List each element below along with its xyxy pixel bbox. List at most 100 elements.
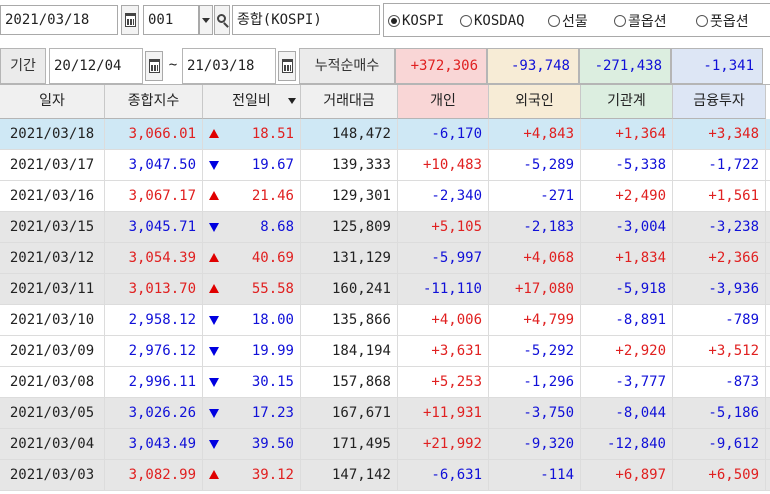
cell-financial: -3,936 xyxy=(673,274,766,305)
cell-date: 2021/03/18 xyxy=(0,119,105,150)
cell-individual: -6,631 xyxy=(398,460,489,491)
cell-change: 55.58 xyxy=(203,274,301,305)
cumulative-net-buy-label: 누적순매수 xyxy=(299,48,395,84)
col-institution[interactable]: 기관계 xyxy=(581,85,673,119)
cell-date: 2021/03/10 xyxy=(0,305,105,336)
table-row[interactable]: 2021/03/16 3,067.17 21.46 129,301 -2,340 -271… xyxy=(0,181,770,212)
cell-index: 2,996.11 xyxy=(105,367,203,398)
cell-individual: -11,110 xyxy=(398,274,489,305)
col-foreign[interactable]: 외국인 xyxy=(489,85,581,119)
table-row[interactable]: 2021/03/04 3,043.49 39.50 171,495 +21,992 -9,… xyxy=(0,429,770,460)
cell-foreign: +4,843 xyxy=(489,119,581,150)
cell-individual: -6,170 xyxy=(398,119,489,150)
table-row[interactable]: 2021/03/05 3,026.26 17.23 167,671 +11,931 -3,… xyxy=(0,398,770,429)
table-row[interactable]: 2021/03/08 2,996.11 30.15 157,868 +5,253 -1,2… xyxy=(0,367,770,398)
total-foreign: -93,748 xyxy=(487,48,579,84)
cell-change: 18.00 xyxy=(203,305,301,336)
cell-institution: -12,840 xyxy=(581,429,673,460)
cell-financial: +3,512 xyxy=(673,336,766,367)
cell-financial: +3,348 xyxy=(673,119,766,150)
cell-index: 3,067.17 xyxy=(105,181,203,212)
cell-institution: -8,891 xyxy=(581,305,673,336)
triangle-up-icon xyxy=(209,284,219,293)
market-radio-group: KOSPI KOSDAQ 선물 콜옵션 풋옵션 xyxy=(383,3,770,37)
calendar-icon[interactable] xyxy=(145,51,163,81)
cell-foreign: -9,320 xyxy=(489,429,581,460)
date-input[interactable]: 2021/03/18 xyxy=(0,5,118,35)
radio-label-kospi: KOSPI xyxy=(402,13,445,29)
cell-value: 148,472 xyxy=(301,119,398,150)
cell-value: 129,301 xyxy=(301,181,398,212)
cell-foreign: -1,296 xyxy=(489,367,581,398)
table-header: 일자 종합지수 전일비 거래대금 개인 외국인 기관계 금융투자 xyxy=(0,85,770,119)
table-row[interactable]: 2021/03/12 3,054.39 40.69 131,129 -5,997 +4,0… xyxy=(0,243,770,274)
cell-change: 30.15 xyxy=(203,367,301,398)
triangle-down-icon xyxy=(209,316,219,325)
col-change[interactable]: 전일비 xyxy=(203,85,301,119)
chevron-down-icon[interactable] xyxy=(199,5,213,35)
total-individual: +372,306 xyxy=(395,48,487,84)
cell-date: 2021/03/16 xyxy=(0,181,105,212)
cell-date: 2021/03/03 xyxy=(0,460,105,491)
cell-index: 3,013.70 xyxy=(105,274,203,305)
cell-financial: -3,238 xyxy=(673,212,766,243)
radio-label-call-option: 콜옵션 xyxy=(628,14,667,30)
cell-value: 157,868 xyxy=(301,367,398,398)
col-change-label: 전일비 xyxy=(232,93,271,109)
calendar-icon[interactable] xyxy=(278,51,296,81)
cell-index: 3,047.50 xyxy=(105,150,203,181)
cell-change: 40.69 xyxy=(203,243,301,274)
cell-institution: -8,044 xyxy=(581,398,673,429)
cell-foreign: -5,292 xyxy=(489,336,581,367)
cell-value: 171,495 xyxy=(301,429,398,460)
col-individual[interactable]: 개인 xyxy=(398,85,489,119)
col-value[interactable]: 거래대금 xyxy=(301,85,398,119)
cell-index: 2,958.12 xyxy=(105,305,203,336)
period-separator: ~ xyxy=(168,57,178,73)
cell-financial: -789 xyxy=(673,305,766,336)
table-row[interactable]: 2021/03/03 3,082.99 39.12 147,142 -6,631 -114… xyxy=(0,460,770,491)
period-from-input[interactable]: 20/12/04 xyxy=(49,48,143,84)
search-icon[interactable] xyxy=(214,5,230,35)
cell-change: 17.23 xyxy=(203,398,301,429)
radio-call-option[interactable]: 콜옵션 xyxy=(614,11,667,31)
index-name-field: 종합(KOSPI) xyxy=(232,5,380,35)
radio-futures[interactable]: 선물 xyxy=(548,11,588,31)
period-to-input[interactable]: 21/03/18 xyxy=(182,48,276,84)
table-row[interactable]: 2021/03/18 3,066.01 18.51 148,472 -6,170 +4,8… xyxy=(0,119,770,150)
cell-institution: +2,920 xyxy=(581,336,673,367)
cell-value: 167,671 xyxy=(301,398,398,429)
cell-date: 2021/03/12 xyxy=(0,243,105,274)
calendar-icon[interactable] xyxy=(121,5,139,35)
radio-kospi[interactable]: KOSPI xyxy=(388,11,444,31)
cell-index: 3,082.99 xyxy=(105,460,203,491)
table-row[interactable]: 2021/03/17 3,047.50 19.67 139,333 +10,483 -5,… xyxy=(0,150,770,181)
table-row[interactable]: 2021/03/11 3,013.70 55.58 160,241 -11,110 +17… xyxy=(0,274,770,305)
sort-down-icon[interactable] xyxy=(288,98,296,104)
radio-label-kosdaq: KOSDAQ xyxy=(474,13,525,29)
cell-index: 3,043.49 xyxy=(105,429,203,460)
cell-date: 2021/03/11 xyxy=(0,274,105,305)
table-row[interactable]: 2021/03/10 2,958.12 18.00 135,866 +4,006 +4,7… xyxy=(0,305,770,336)
radio-label-futures: 선물 xyxy=(562,14,588,30)
cell-change: 21.46 xyxy=(203,181,301,212)
cell-index: 3,066.01 xyxy=(105,119,203,150)
table-row[interactable]: 2021/03/09 2,976.12 19.99 184,194 +3,631 -5,2… xyxy=(0,336,770,367)
triangle-down-icon xyxy=(209,409,219,418)
cell-institution: -5,918 xyxy=(581,274,673,305)
col-financial[interactable]: 금융투자 xyxy=(673,85,766,119)
radio-kosdaq[interactable]: KOSDAQ xyxy=(460,11,525,31)
cell-change: 18.51 xyxy=(203,119,301,150)
col-index[interactable]: 종합지수 xyxy=(105,85,203,119)
code-input[interactable]: 001 xyxy=(143,5,199,35)
table-row[interactable]: 2021/03/15 3,045.71 8.68 125,809 +5,105 -2,18… xyxy=(0,212,770,243)
cell-index: 2,976.12 xyxy=(105,336,203,367)
cell-individual: +3,631 xyxy=(398,336,489,367)
cell-institution: -3,004 xyxy=(581,212,673,243)
cell-date: 2021/03/09 xyxy=(0,336,105,367)
cell-foreign: +17,080 xyxy=(489,274,581,305)
triangle-up-icon xyxy=(209,253,219,262)
col-date[interactable]: 일자 xyxy=(0,85,105,119)
radio-put-option[interactable]: 풋옵션 xyxy=(696,11,749,31)
period-label: 기간 xyxy=(0,48,46,84)
